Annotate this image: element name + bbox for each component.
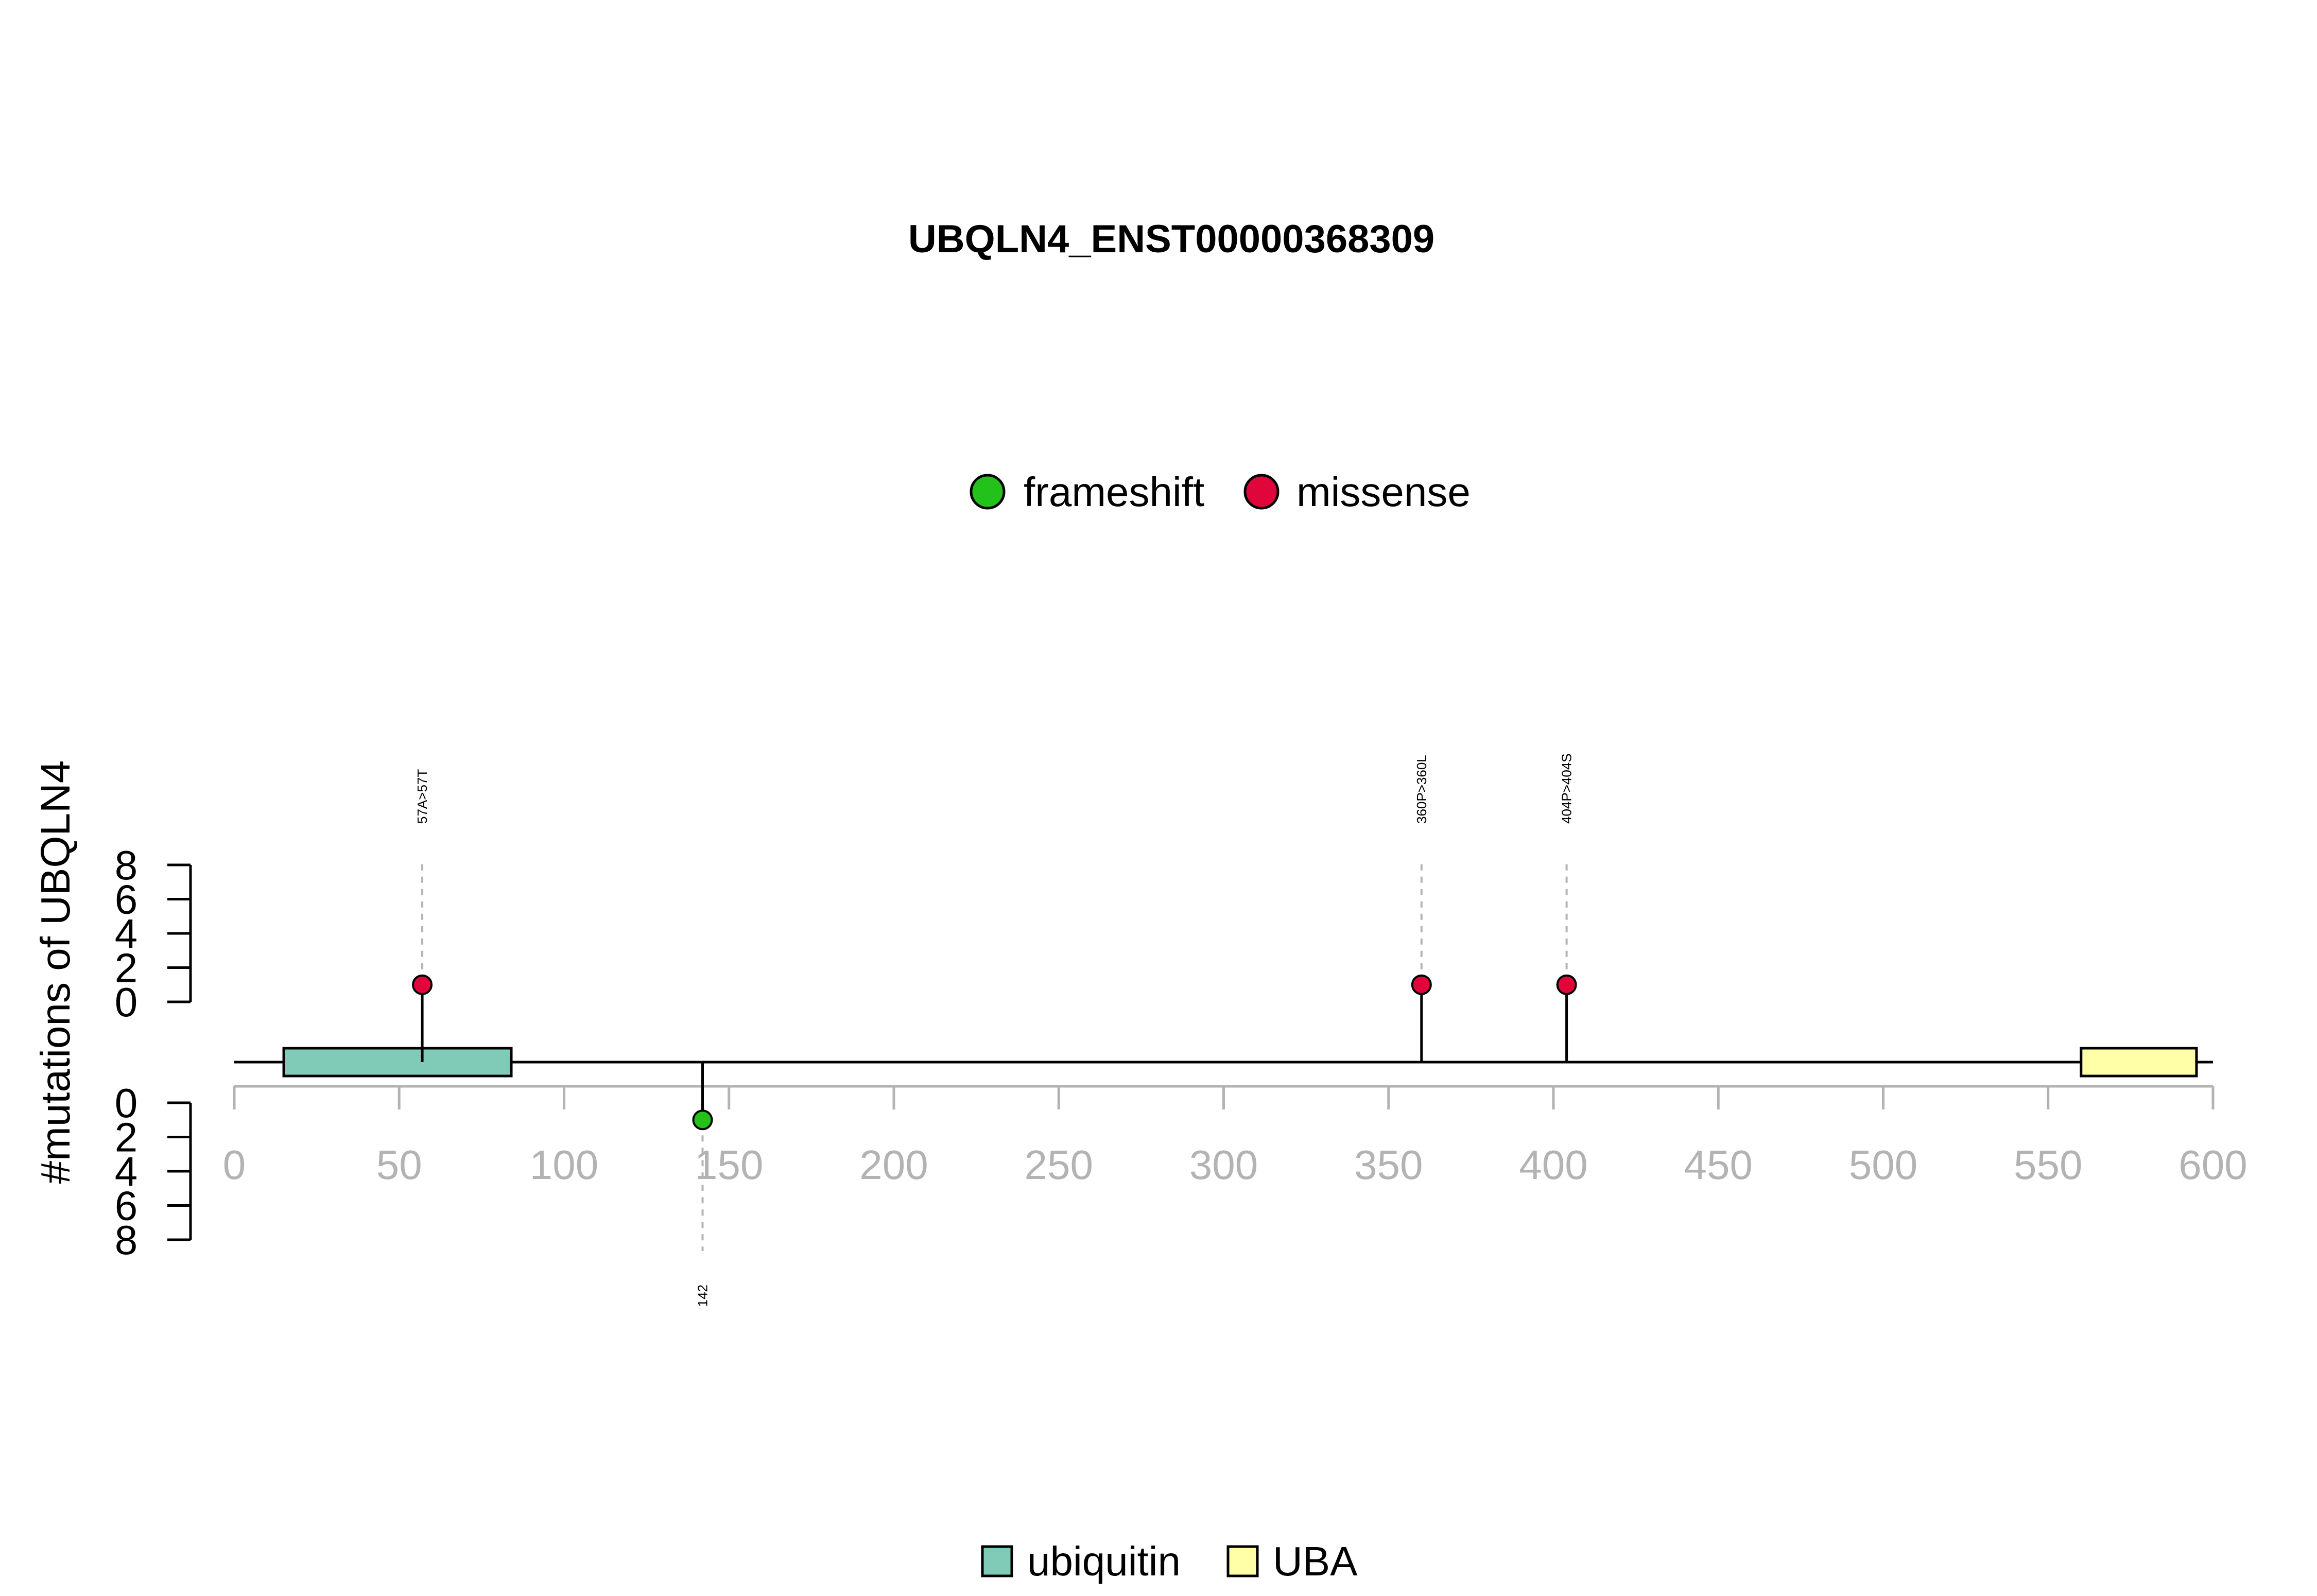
- y-axis-label: #mutations of UBQLN4: [32, 760, 78, 1184]
- upper-axis-tick-label: 4: [115, 911, 138, 957]
- legend-label-ubiquitin: ubiquitin: [1027, 1538, 1181, 1584]
- x-axis-tick-label: 300: [1189, 1142, 1258, 1188]
- x-axis-tick-label: 100: [530, 1142, 598, 1188]
- x-axis-tick-label: 50: [376, 1142, 422, 1188]
- x-axis: 0 50 100 150 200 250 300 350 400 450 500 550 600: [223, 1085, 2247, 1188]
- legend-swatch-UBA: [1226, 1545, 1259, 1577]
- lower-axis-tick-label: 6: [115, 1183, 138, 1229]
- x-axis-tick-label: 350: [1354, 1142, 1423, 1188]
- x-axis-tick-label: 400: [1519, 1142, 1587, 1188]
- x-axis-tick-label: 150: [695, 1142, 763, 1188]
- x-axis-tick-label: 550: [2014, 1142, 2082, 1188]
- protein-domains: [282, 1047, 2198, 1078]
- domain-legend: ubiquitin UBA: [981, 1538, 1358, 1584]
- mutation-point: [1411, 974, 1432, 995]
- lower-axis-tick-label: 2: [115, 1115, 138, 1160]
- mutation-point: [412, 974, 433, 995]
- legend-label-UBA: UBA: [1273, 1538, 1358, 1584]
- mutation-label: 404P>404S: [1559, 753, 1575, 824]
- legend-marker-frameshift: [970, 474, 1006, 510]
- x-axis-tick-label: 250: [1025, 1142, 1093, 1188]
- legend-label-missense: missense: [1296, 469, 1471, 515]
- mutations: 57A>57T 142 360P>360L 404P>404S: [412, 753, 1577, 1307]
- domain-ubiquitin: [282, 1047, 513, 1078]
- x-axis-tick-label: 500: [1849, 1142, 1917, 1188]
- x-axis-tick-label: 600: [2178, 1142, 2247, 1188]
- domain-UBA: [2080, 1047, 2198, 1078]
- lower-axis-tick-label: 0: [115, 1080, 138, 1126]
- upper-axis-tick-label: 0: [115, 979, 138, 1025]
- mutation-label: 142: [695, 1285, 711, 1307]
- legend-swatch-ubiquitin: [981, 1545, 1013, 1577]
- mutation-point: [1556, 974, 1577, 995]
- x-axis-tick-label: 200: [859, 1142, 928, 1188]
- mutation-legend: frameshift missense: [970, 469, 1471, 515]
- upper-axis-tick-label: 8: [115, 842, 138, 888]
- upper-axis-tick-label: 6: [115, 877, 138, 923]
- lower-axis-tick-label: 4: [115, 1149, 138, 1194]
- lower-axis-tick-label: 8: [115, 1217, 138, 1263]
- legend-label-frameshift: frameshift: [1024, 469, 1204, 515]
- mutation-point: [692, 1109, 713, 1131]
- x-axis-tick-label: 0: [223, 1142, 246, 1188]
- upper-axis-tick-label: 2: [115, 945, 138, 991]
- mutation-label: 57A>57T: [414, 769, 430, 824]
- legend-marker-missense: [1243, 474, 1279, 510]
- x-axis-tick-label: 450: [1684, 1142, 1753, 1188]
- mutation-label: 360P>360L: [1414, 755, 1429, 824]
- chart-title: UBQLN4_ENST00000368309: [908, 217, 1434, 261]
